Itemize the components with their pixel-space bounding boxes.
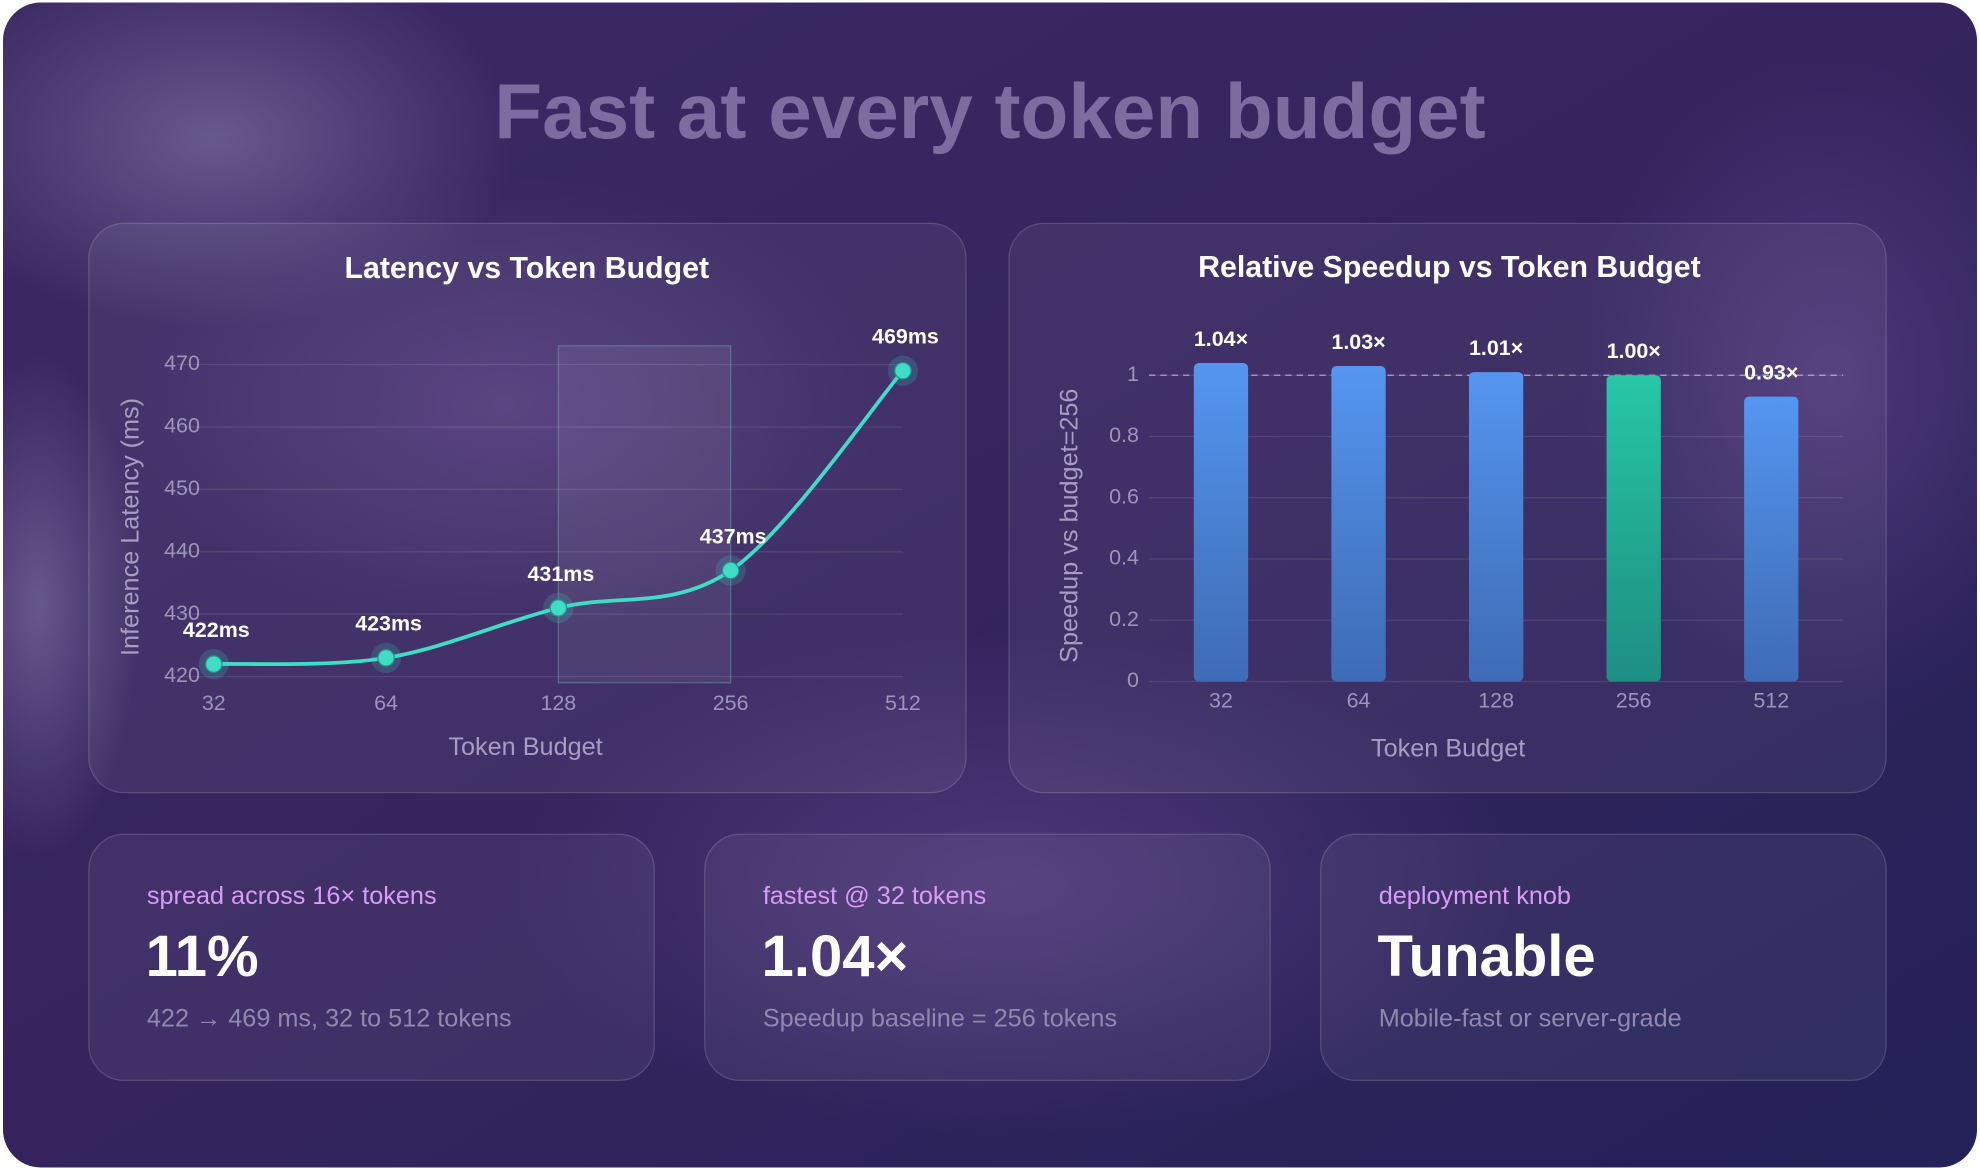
x-tick-label: 512 <box>1753 688 1789 712</box>
card-label: spread across 16× tokens <box>147 882 437 910</box>
page-title: Fast at every token budget <box>494 67 1485 155</box>
value-label: 1.01× <box>1469 336 1523 360</box>
stat-card <box>88 833 655 1082</box>
value-label: 437ms <box>700 524 767 548</box>
bar-shade <box>1331 366 1386 682</box>
point <box>204 655 223 673</box>
highlight-band <box>557 345 732 684</box>
card-note: Speedup baseline = 256 tokens <box>763 1004 1117 1032</box>
y-tick-label: 450 <box>164 476 200 500</box>
y-axis-label: Inference Latency (ms) <box>116 398 144 656</box>
y-tick-label: 0.6 <box>1109 484 1139 508</box>
card-label: fastest @ 32 tokens <box>763 882 986 910</box>
x-axis-label: Token Budget <box>1371 734 1525 762</box>
value-label: 1.04× <box>1194 327 1248 351</box>
stat-card <box>704 833 1271 1082</box>
value-label: 1.03× <box>1331 330 1385 354</box>
y-tick-label: 430 <box>164 601 200 625</box>
y-tick-label: 0.4 <box>1109 546 1139 570</box>
x-tick-label: 32 <box>202 691 226 715</box>
y-tick-label: 420 <box>164 663 200 687</box>
card-note: Mobile-fast or server-grade <box>1379 1004 1682 1032</box>
y-tick-label: 0 <box>1127 668 1139 692</box>
y-tick-label: 460 <box>164 414 200 438</box>
x-tick-label: 128 <box>540 691 576 715</box>
y-axis-label: Speedup vs budget=256 <box>1055 389 1083 663</box>
bar-shade <box>1193 362 1249 682</box>
chart-title: Relative Speedup vs Token Budget <box>1198 251 1701 284</box>
value-label: 1.00× <box>1607 339 1661 363</box>
value-label: 423ms <box>355 612 422 636</box>
y-tick-label: 0.8 <box>1109 423 1139 447</box>
panel <box>88 222 967 794</box>
x-tick-label: 128 <box>1478 688 1514 712</box>
point <box>549 599 568 617</box>
card-value: 1.04× <box>762 924 909 989</box>
chart-title: Latency vs Token Budget <box>345 252 710 285</box>
x-tick-label: 64 <box>374 691 398 715</box>
y-tick-label: 470 <box>164 351 200 375</box>
card-value: 11% <box>146 924 259 989</box>
bar-shade <box>1468 372 1524 682</box>
x-tick-label: 32 <box>1209 688 1233 712</box>
x-tick-label: 64 <box>1347 688 1371 712</box>
point <box>377 649 395 667</box>
point <box>721 561 740 580</box>
x-tick-label: 256 <box>713 691 749 715</box>
y-tick-label: 0.2 <box>1109 607 1139 631</box>
x-tick-label: 256 <box>1616 688 1652 712</box>
x-axis-label: Token Budget <box>448 733 602 761</box>
y-tick-label: 1 <box>1127 362 1139 386</box>
point <box>894 361 912 380</box>
value-label: 0.93× <box>1744 361 1798 385</box>
card-note: 422 → 469 ms, 32 to 512 tokens <box>147 1004 512 1032</box>
bar-shade <box>1606 375 1661 682</box>
stat-card <box>1320 833 1887 1082</box>
value-label: 469ms <box>872 325 939 349</box>
y-tick-label: 440 <box>164 538 200 562</box>
card-label: deployment knob <box>1379 882 1571 910</box>
value-label: 422ms <box>183 618 250 642</box>
bar-shade <box>1744 396 1799 682</box>
card-value: Tunable <box>1377 924 1595 989</box>
value-label: 431ms <box>527 562 594 586</box>
x-tick-label: 512 <box>885 691 921 715</box>
